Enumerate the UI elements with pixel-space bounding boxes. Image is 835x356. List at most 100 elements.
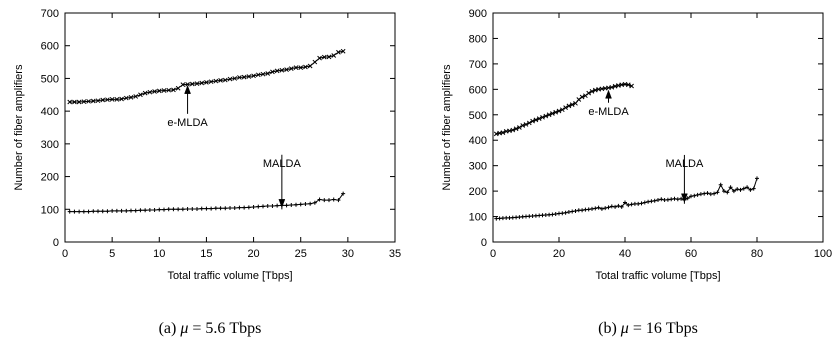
caption-a-prefix: (a) — [158, 320, 181, 337]
data-point-a-0-42 — [265, 71, 271, 76]
y-tick-label-b-5: 500 — [469, 110, 487, 122]
y-tick-label-a-2: 200 — [41, 172, 59, 184]
data-point-a-0-33 — [222, 77, 228, 83]
chart-b: 0 20 40 60 80 100 0 100 200 300 400 500 600 700 800 900… — [441, 8, 832, 282]
data-point-b-0-15 — [543, 113, 549, 119]
data-point-b-1-26 — [580, 208, 585, 213]
data-point-a-1-9 — [110, 208, 115, 213]
data-point-a-0-22 — [171, 87, 176, 93]
data-point-a-0-56 — [331, 53, 337, 58]
data-point-a-0-8 — [105, 97, 110, 103]
data-point-b-1-28 — [586, 207, 591, 212]
data-point-b-1-29 — [590, 206, 594, 211]
data-point-b-1-33 — [603, 206, 608, 211]
y-tick-label-a-4: 400 — [41, 106, 59, 118]
data-point-a-0-57 — [336, 49, 341, 55]
data-point-a-1-33 — [223, 206, 228, 211]
data-point-b-1-58 — [685, 196, 690, 201]
data-point-a-0-19 — [156, 88, 162, 94]
data-point-a-0-25 — [185, 81, 190, 87]
data-point-b-1-50 — [659, 197, 664, 202]
data-point-a-1-48 — [294, 202, 298, 207]
data-point-a-1-15 — [138, 208, 143, 213]
data-point-a-1-52 — [312, 200, 317, 205]
x-tick-label-a-1: 5 — [109, 248, 115, 260]
annotation-arrow-head-b-1 — [681, 193, 688, 203]
data-point-a-1-19 — [157, 207, 162, 212]
data-point-b-0-22 — [566, 103, 572, 109]
data-point-b-1-54 — [672, 196, 677, 201]
data-point-a-0-24 — [180, 82, 186, 87]
data-point-b-1-59 — [689, 194, 693, 199]
data-point-a-0-7 — [100, 97, 106, 103]
data-point-a-1-0 — [67, 209, 72, 214]
data-point-a-1-4 — [86, 209, 91, 214]
data-point-a-0-28 — [199, 80, 205, 86]
data-point-a-0-29 — [204, 80, 209, 85]
y-tick-label-b-3: 300 — [469, 161, 487, 173]
data-point-b-1-35 — [609, 204, 614, 209]
data-point-b-1-45 — [642, 200, 647, 205]
data-point-a-1-26 — [190, 206, 195, 211]
data-point-b-1-37 — [616, 203, 621, 208]
data-point-b-1-38 — [619, 204, 624, 209]
data-point-a-0-26 — [189, 81, 195, 87]
data-point-a-0-58 — [340, 48, 346, 54]
caption-a-mu: μ — [180, 320, 189, 337]
data-point-b-0-30 — [592, 87, 598, 93]
data-point-b-1-46 — [646, 199, 651, 204]
data-point-a-1-16 — [143, 208, 148, 213]
data-point-b-1-34 — [606, 205, 611, 210]
data-point-b-0-27 — [583, 93, 588, 99]
data-point-b-0-20 — [559, 107, 565, 113]
data-point-b-0-35 — [609, 84, 615, 90]
data-point-b-1-23 — [570, 209, 575, 214]
data-point-a-0-52 — [312, 59, 318, 65]
y-tick-label-b-1: 100 — [469, 212, 487, 224]
plot-frame-a — [64, 12, 396, 243]
y-tick-label-b-7: 700 — [469, 59, 487, 71]
data-point-a-0-51 — [307, 63, 313, 69]
data-point-b-1-40 — [626, 203, 631, 208]
data-point-a-0-44 — [274, 68, 280, 74]
data-point-b-1-31 — [596, 205, 601, 210]
caption-a: (a) μ = 5.6 Tbps — [60, 320, 360, 338]
data-point-b-0-25 — [576, 97, 582, 102]
data-point-a-0-46 — [284, 67, 289, 72]
data-point-b-1-52 — [665, 197, 670, 202]
data-point-a-1-12 — [124, 208, 129, 213]
data-point-a-0-15 — [138, 92, 143, 98]
data-point-a-1-38 — [246, 205, 251, 210]
data-point-a-1-44 — [275, 203, 280, 208]
data-point-a-0-20 — [161, 88, 167, 93]
x-tick-label-b-0: 0 — [490, 248, 496, 260]
x-axis-label-b: Total traffic volume [Tbps] — [595, 270, 720, 282]
data-point-a-0-14 — [133, 94, 139, 99]
data-point-a-0-45 — [279, 67, 285, 73]
annotation-label-b-1: MALDA — [665, 158, 704, 170]
data-point-b-1-56 — [679, 196, 684, 201]
data-point-a-0-54 — [321, 54, 327, 60]
data-point-b-1-62 — [698, 192, 703, 197]
data-point-b-0-5 — [510, 127, 516, 133]
data-point-a-0-39 — [251, 73, 256, 79]
data-point-b-1-70 — [725, 190, 730, 195]
data-point-b-1-49 — [656, 198, 660, 203]
caption-b: (b) μ = 16 Tbps — [498, 320, 798, 338]
data-point-a-0-16 — [142, 90, 148, 96]
caption-b-suffix: = 16 Tbps — [628, 320, 698, 337]
data-point-a-0-32 — [218, 78, 223, 83]
data-point-a-1-10 — [114, 208, 119, 213]
data-point-a-0-0 — [67, 99, 73, 105]
data-point-a-1-30 — [209, 206, 214, 211]
data-point-a-1-42 — [265, 204, 270, 209]
y-tick-label-b-8: 800 — [469, 33, 487, 45]
data-point-a-0-3 — [81, 99, 87, 105]
data-point-a-1-56 — [331, 197, 336, 202]
data-point-a-0-47 — [288, 66, 294, 71]
data-point-b-1-44 — [639, 201, 644, 206]
data-point-b-1-41 — [629, 202, 634, 207]
y-tick-label-a-5: 500 — [41, 73, 59, 85]
data-point-a-0-17 — [147, 89, 153, 95]
annotation-arrow-head-b-0 — [605, 89, 612, 99]
